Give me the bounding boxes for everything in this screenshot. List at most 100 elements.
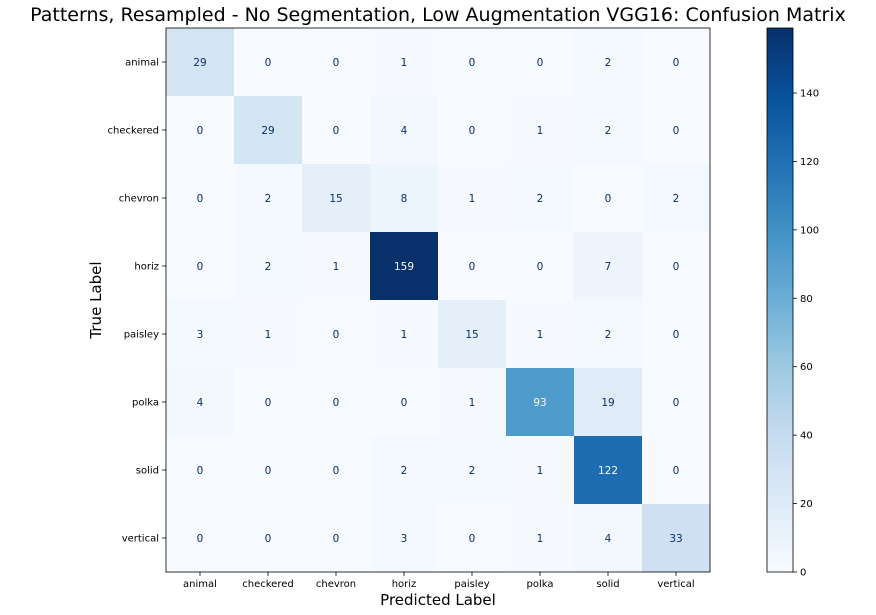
heatmap-cell <box>370 232 439 301</box>
heatmap-cell <box>166 96 235 165</box>
x-tick-label: polka <box>527 579 554 590</box>
cell-value: 159 <box>394 261 414 273</box>
cell-value: 1 <box>333 261 340 273</box>
heatmap-cell <box>642 504 711 573</box>
cell-value: 0 <box>401 397 408 409</box>
heatmap-cell <box>574 300 643 369</box>
x-tick-label: chevron <box>316 579 356 590</box>
cell-value: 4 <box>605 533 612 545</box>
heatmap-cell <box>438 164 507 233</box>
heatmap-cell <box>234 28 303 97</box>
heatmap-cell <box>302 232 371 301</box>
cell-value: 1 <box>469 193 476 205</box>
cell-value: 0 <box>197 465 204 477</box>
heatmap-cell <box>302 504 371 573</box>
colorbar-tick-label: 40 <box>800 431 813 442</box>
cell-value: 0 <box>673 329 680 341</box>
heatmap-cell <box>574 504 643 573</box>
cell-value: 1 <box>401 329 408 341</box>
heatmap-cell <box>370 504 439 573</box>
y-tick-label: animal <box>125 58 159 69</box>
heatmap-cell <box>234 504 303 573</box>
heatmap-cell <box>506 232 575 301</box>
x-axis-ticks: animal checkered chevron horiz paisley polka s… <box>183 572 695 590</box>
y-tick-label: vertical <box>122 534 159 545</box>
cell-value: 1 <box>537 329 544 341</box>
y-tick-label: checkered <box>108 126 159 137</box>
cell-value: 8 <box>401 193 408 205</box>
x-axis-label: Predicted Label <box>380 591 496 609</box>
cell-value: 0 <box>333 533 340 545</box>
cell-value: 1 <box>265 329 272 341</box>
heatmap-cell <box>506 504 575 573</box>
cell-value: 4 <box>197 397 204 409</box>
cell-value: 1 <box>537 533 544 545</box>
heatmap-cell <box>234 368 303 437</box>
cell-value: 3 <box>197 329 204 341</box>
heatmap-cell <box>166 504 235 573</box>
cell-value: 0 <box>673 397 680 409</box>
colorbar-tick-label: 100 <box>800 225 819 236</box>
cell-value: 2 <box>605 125 612 137</box>
cell-value: 0 <box>197 125 204 137</box>
cell-value: 1 <box>401 57 408 69</box>
heatmap-cell <box>234 232 303 301</box>
cell-value: 0 <box>265 57 272 69</box>
cell-value: 0 <box>469 533 476 545</box>
heatmap-cell <box>642 436 711 505</box>
y-axis-ticks: animal checkered chevron horiz paisley polka s… <box>108 58 166 545</box>
heatmap-cell <box>642 232 711 301</box>
cell-value: 0 <box>265 465 272 477</box>
colorbar-tick-label: 120 <box>800 157 819 168</box>
heatmap-cell <box>166 368 235 437</box>
cell-value: 2 <box>469 465 476 477</box>
matrix-frame <box>165 27 711 573</box>
heatmap-cell <box>438 96 507 165</box>
heatmap-cell <box>166 164 235 233</box>
heatmap-cell <box>166 300 235 369</box>
heatmap-cell <box>642 300 711 369</box>
x-tick-label: vertical <box>657 579 694 590</box>
cell-value: 2 <box>605 329 612 341</box>
colorbar-tick-label: 80 <box>800 294 813 305</box>
cell-value: 0 <box>333 57 340 69</box>
heatmap-cell <box>370 300 439 369</box>
heatmap-cell <box>574 96 643 165</box>
cell-value: 0 <box>469 125 476 137</box>
cell-value: 0 <box>673 57 680 69</box>
heatmap-cell <box>166 436 235 505</box>
cell-value: 0 <box>537 57 544 69</box>
y-tick-label: horiz <box>134 262 159 273</box>
x-tick-label: horiz <box>392 579 417 590</box>
cell-value: 0 <box>333 397 340 409</box>
heatmap-cell <box>642 368 711 437</box>
heatmap-cell <box>166 28 235 97</box>
x-tick-label: animal <box>183 579 217 590</box>
y-tick-label: solid <box>136 466 159 477</box>
cell-value: 0 <box>265 533 272 545</box>
x-tick-label: paisley <box>454 579 489 590</box>
cell-value: 29 <box>261 125 274 137</box>
heatmap-cell <box>370 96 439 165</box>
cell-value: 0 <box>537 261 544 273</box>
cell-value: 122 <box>598 465 618 477</box>
cell-value: 0 <box>333 329 340 341</box>
chart-title: Patterns, Resampled - No Segmentation, L… <box>30 4 846 26</box>
x-tick-label: solid <box>596 579 619 590</box>
cell-value: 4 <box>401 125 408 137</box>
heatmap-cell <box>574 28 643 97</box>
cell-value: 33 <box>669 533 682 545</box>
colorbar-tick-label: 0 <box>800 568 806 579</box>
cell-value: 2 <box>265 193 272 205</box>
heatmap-cell <box>438 232 507 301</box>
heatmap-cell <box>642 28 711 97</box>
cell-value: 1 <box>537 465 544 477</box>
cell-value: 2 <box>673 193 680 205</box>
heatmap-cells: 29 0 0 1 0 0 2 0 0 29 0 4 0 1 2 0 0 2 15 8 1 2 0 2 0 2 1 159 0 0 7 0 3 1 0… <box>166 28 711 573</box>
colorbar <box>766 27 794 573</box>
colorbar-tick-label: 60 <box>800 362 813 373</box>
heatmap-cell <box>234 436 303 505</box>
cell-value: 0 <box>333 465 340 477</box>
heatmap-cell <box>166 232 235 301</box>
heatmap-cell <box>642 96 711 165</box>
